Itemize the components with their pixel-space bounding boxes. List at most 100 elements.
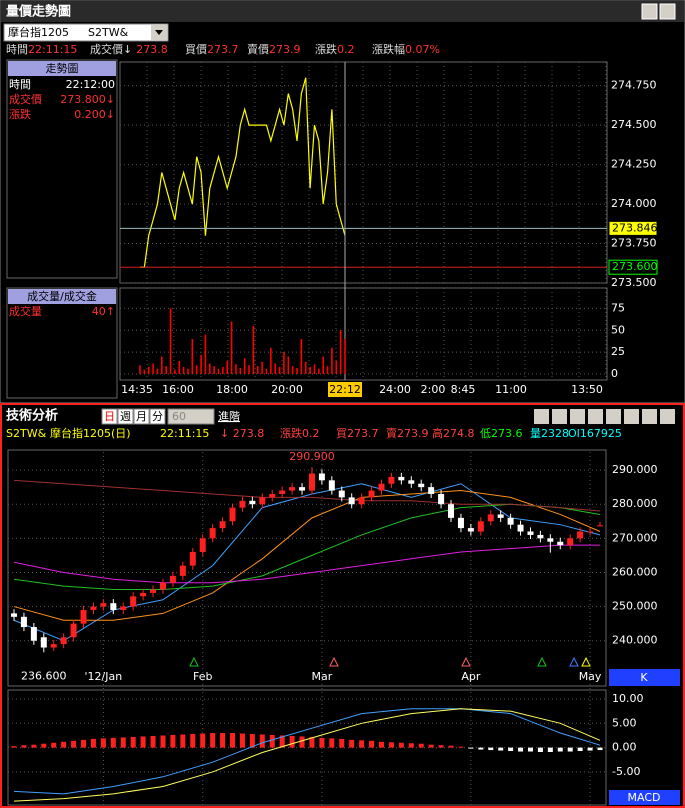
period-button[interactable] — [149, 408, 166, 425]
toolbar-button[interactable] — [606, 409, 621, 424]
info-box — [6, 59, 118, 279]
volume-bar — [143, 369, 146, 374]
candle-body — [40, 637, 47, 648]
y-tick-label: 10.00 — [612, 692, 644, 705]
price-plot — [119, 61, 608, 284]
candle-body — [497, 514, 504, 518]
candle-body — [537, 534, 544, 539]
time-label: 22:12 — [329, 383, 361, 396]
quote-item: ↓ 273.8 — [220, 427, 264, 440]
zoom-button[interactable] — [641, 3, 658, 20]
macd-bar — [587, 747, 593, 751]
period-button[interactable] — [133, 408, 150, 425]
candle-body — [378, 483, 385, 491]
macd-plot — [7, 689, 607, 806]
toolbar-button[interactable] — [588, 409, 603, 424]
macd-bar — [508, 747, 514, 752]
macd-label-box — [609, 790, 680, 805]
quote-item: 低273.6 — [480, 427, 523, 440]
macd-bar — [41, 743, 47, 748]
interval-dropdown[interactable] — [167, 408, 215, 425]
quote-item: OI167925 — [568, 427, 622, 440]
quote-value: 273.8 — [136, 43, 168, 56]
candle-body — [338, 490, 345, 498]
toolbar-button[interactable] — [552, 409, 567, 424]
symbol-combobox[interactable] — [3, 23, 169, 42]
volume-bar — [156, 368, 159, 374]
cursor-time-box — [328, 382, 362, 397]
candle-body — [169, 575, 176, 583]
toolbar-button[interactable] — [570, 409, 585, 424]
macd-bar — [210, 733, 216, 748]
macd-bar — [518, 747, 524, 752]
macd-bar — [160, 735, 166, 748]
toolbar-button[interactable] — [624, 409, 639, 424]
macd-bar — [230, 733, 236, 748]
period-label[interactable]: 週 — [120, 410, 131, 423]
y-tick-label: 280.000 — [612, 497, 658, 510]
period-button[interactable] — [101, 408, 118, 425]
quote-item: 漲跌0.2 — [315, 42, 355, 56]
price-line — [140, 77, 346, 268]
volume-bar — [313, 364, 316, 374]
volume-bar — [296, 367, 298, 374]
toolbar-button[interactable] — [660, 409, 675, 424]
candle-body — [368, 490, 375, 498]
candle-body — [269, 493, 276, 498]
period-button[interactable] — [117, 408, 134, 425]
macd-bar — [120, 737, 126, 748]
candle-body — [448, 504, 455, 518]
advanced-link[interactable]: 進階 — [218, 409, 240, 423]
y-tick-label: 274.250 — [611, 158, 657, 171]
candle-body — [308, 473, 315, 491]
candle-body — [507, 517, 514, 525]
info-value: 273.800↓ — [60, 93, 115, 106]
price-marker-box — [608, 220, 658, 236]
moving-average — [13, 479, 601, 512]
candle-body — [487, 514, 494, 522]
period-label[interactable]: 分 — [152, 410, 163, 423]
candle-body — [249, 500, 256, 505]
volume-bar — [195, 365, 198, 374]
macd-label: MACD — [628, 791, 661, 804]
toolbar-button[interactable] — [534, 409, 549, 424]
candle-body — [229, 507, 236, 522]
volume-bar — [200, 354, 202, 374]
quote-item: 22:11:15 — [160, 427, 209, 440]
macd-bar — [249, 734, 255, 748]
macd-bar — [557, 747, 563, 752]
macd-bar — [130, 736, 136, 748]
candle-body — [289, 487, 296, 491]
quote-label: 漲跌幅 — [372, 42, 405, 56]
candle-body — [577, 531, 584, 539]
volume-bar — [217, 368, 220, 374]
period-label[interactable]: 日 — [104, 410, 115, 423]
volume-bar — [326, 366, 329, 374]
time-label: 18:00 — [216, 383, 248, 396]
quote-item: 時間22:11:15 — [6, 43, 77, 56]
interval-value[interactable]: 60 — [172, 410, 186, 423]
candle-body — [517, 524, 524, 532]
candle-body — [30, 627, 37, 641]
volume-bar — [230, 321, 233, 374]
time-label: 14:35 — [121, 383, 153, 396]
candle-body — [120, 606, 127, 610]
candle-body — [20, 616, 27, 628]
volume-bar — [239, 367, 242, 374]
candle-body — [428, 487, 435, 494]
close-button[interactable] — [659, 3, 676, 20]
quote-item: 漲跌0.2 — [280, 426, 320, 440]
period-label[interactable]: 月 — [136, 410, 147, 423]
quote-item: 買273.7 — [336, 427, 379, 440]
candle-body — [80, 609, 87, 624]
quote-label: 成交價↓ — [90, 42, 132, 56]
y-tick-label: 274.000 — [611, 197, 657, 210]
price-marker-box — [608, 259, 658, 275]
y-tick-label: -5.00 — [612, 765, 640, 778]
macd-bar — [31, 744, 37, 748]
volume-bar — [270, 347, 272, 374]
volume-bar — [256, 366, 259, 374]
quote-item: 賣價273.9 — [247, 42, 301, 56]
toolbar-button[interactable] — [642, 409, 657, 424]
candle-body — [219, 521, 226, 529]
